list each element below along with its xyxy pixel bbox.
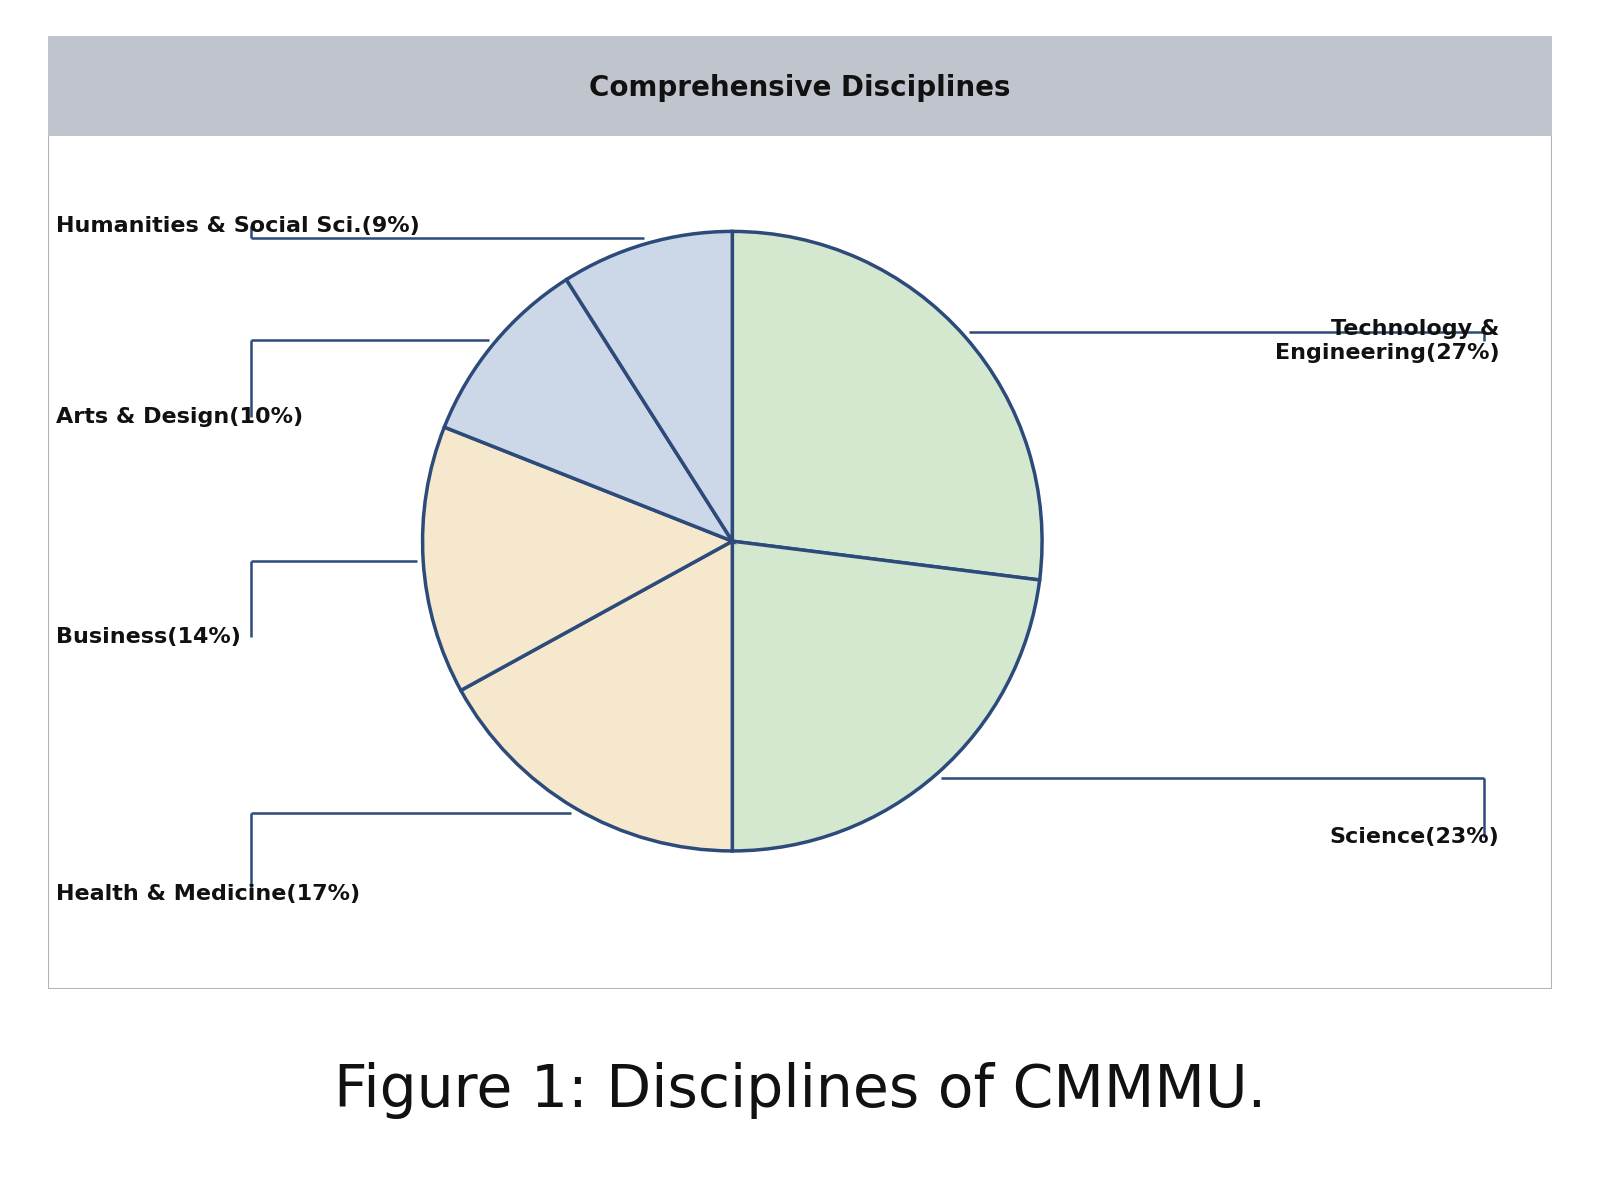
Text: Technology &
Engineering(27%): Technology & Engineering(27%)	[1275, 319, 1499, 362]
Text: Science(23%): Science(23%)	[1330, 827, 1499, 846]
Text: Humanities & Social Sci.(9%): Humanities & Social Sci.(9%)	[56, 217, 419, 236]
Wedge shape	[733, 541, 1040, 851]
Text: Figure 1: Disciplines of CMMMU.: Figure 1: Disciplines of CMMMU.	[334, 1062, 1266, 1119]
Wedge shape	[422, 427, 733, 690]
FancyBboxPatch shape	[48, 36, 1552, 136]
Wedge shape	[733, 231, 1042, 581]
Text: Arts & Design(10%): Arts & Design(10%)	[56, 408, 302, 427]
Wedge shape	[461, 541, 733, 851]
FancyBboxPatch shape	[48, 36, 1552, 989]
Text: Health & Medicine(17%): Health & Medicine(17%)	[56, 884, 360, 904]
Text: Comprehensive Disciplines: Comprehensive Disciplines	[589, 74, 1011, 103]
Wedge shape	[566, 231, 733, 541]
Text: Business(14%): Business(14%)	[56, 627, 240, 646]
Wedge shape	[445, 280, 733, 541]
